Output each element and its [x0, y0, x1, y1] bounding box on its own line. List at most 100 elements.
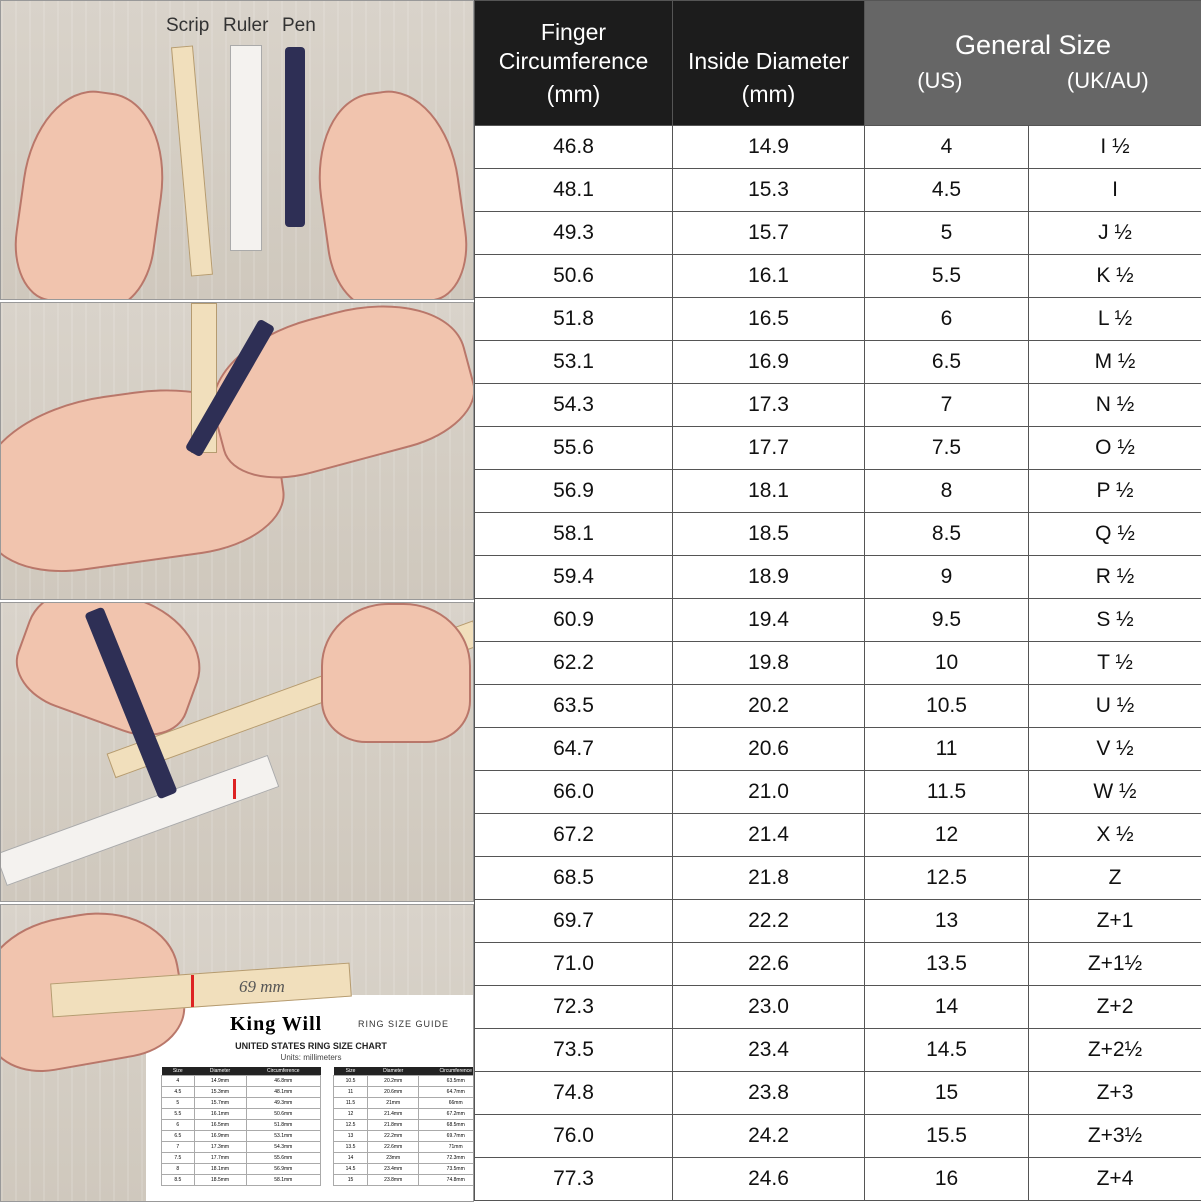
mini-cell: 48.1mm — [245, 1086, 322, 1098]
us-size-cell: 9 — [864, 555, 1029, 599]
mini-row: 13.5 22.6mm 71mm — [332, 1141, 473, 1153]
us-size-cell: 10 — [864, 641, 1029, 685]
mini-cell: 13 — [332, 1130, 369, 1142]
table-row: 54.3 17.3 7 N ½ — [474, 383, 1201, 427]
table-row: 50.6 16.1 5.5 K ½ — [474, 254, 1201, 298]
mini-cell: 15.3mm — [193, 1086, 247, 1098]
us-size-cell: 11 — [864, 727, 1029, 771]
uk-au-size-cell: J ½ — [1028, 211, 1201, 255]
ring-size-table: Finger Circumference (mm) Inside Diameter (… — [474, 0, 1201, 1201]
header-text: General Size — [954, 30, 1112, 60]
table-row: 60.9 19.4 9.5 S ½ — [474, 598, 1201, 642]
mini-cell: 11 — [332, 1086, 369, 1098]
us-size-cell: 9.5 — [864, 598, 1029, 642]
mini-header: Diameter — [194, 1067, 247, 1076]
table-row: 53.1 16.9 6.5 M ½ — [474, 340, 1201, 384]
mini-cell: 8.5 — [161, 1174, 195, 1186]
table-row: 69.7 22.2 13 Z+1 — [474, 899, 1201, 943]
mini-cell: 71mm — [418, 1141, 473, 1153]
brand-logo: King Will — [230, 1013, 323, 1035]
mini-row: 6.5 16.9mm 53.1mm — [161, 1130, 322, 1142]
circumference-cell: 77.3 — [474, 1157, 673, 1201]
mini-cell: 11.5 — [332, 1097, 369, 1109]
circumference-cell: 54.3 — [474, 383, 673, 427]
step3-measure-panel — [0, 602, 474, 902]
circumference-cell: 60.9 — [474, 598, 673, 642]
mini-row: 10.5 20.2mm 63.5mm — [332, 1075, 473, 1087]
circumference-cell: 58.1 — [474, 512, 673, 556]
uk-au-size-cell: Z+1½ — [1028, 942, 1201, 986]
mini-cell: 12.5 — [332, 1119, 369, 1131]
mini-row: 12 21.4mm 67.2mm — [332, 1108, 473, 1120]
mini-header: Diameter — [367, 1067, 419, 1076]
us-size-cell: 16 — [864, 1157, 1029, 1201]
us-size-cell: 12 — [864, 813, 1029, 857]
mini-cell: 6 — [161, 1119, 195, 1131]
mini-row: 11 20.6mm 64.7mm — [332, 1086, 473, 1098]
mini-cell: 53.1mm — [245, 1130, 322, 1142]
mini-cell: 21.8mm — [367, 1119, 420, 1131]
pen-icon — [285, 47, 305, 227]
diameter-cell: 23.4 — [672, 1028, 865, 1072]
mini-cell: 64.7mm — [418, 1086, 473, 1098]
diameter-cell: 17.7 — [672, 426, 865, 470]
uk-au-size-cell: L ½ — [1028, 297, 1201, 341]
diameter-cell: 18.9 — [672, 555, 865, 599]
mini-row: 8 18.1mm 56.9mm — [161, 1163, 322, 1175]
mini-cell: 69.7mm — [418, 1130, 473, 1142]
header-text: Inside Diameter — [687, 47, 850, 74]
mini-header-row: Size Diameter Circumference — [161, 1067, 321, 1076]
mini-row: 14.5 23.4mm 73.5mm — [332, 1163, 473, 1175]
ring-size-guide-card: King Will RING SIZE GUIDE UNITED STATES … — [146, 995, 473, 1201]
header-unit: (mm) — [546, 80, 601, 107]
table-row: 72.3 23.0 14 Z+2 — [474, 985, 1201, 1029]
table-row: 55.6 17.7 7.5 O ½ — [474, 426, 1201, 470]
us-size-cell: 8 — [864, 469, 1029, 513]
mini-row: 4 14.9mm 46.8mm — [161, 1075, 322, 1087]
mini-cell: 18.1mm — [193, 1163, 247, 1175]
mini-cell: 10.5 — [332, 1075, 369, 1087]
circumference-cell: 63.5 — [474, 684, 673, 728]
table-row: 66.0 21.0 11.5 W ½ — [474, 770, 1201, 814]
mini-cell: 14.9mm — [193, 1075, 247, 1087]
table-row: 48.1 15.3 4.5 I — [474, 168, 1201, 212]
us-size-cell: 13.5 — [864, 942, 1029, 986]
diameter-cell: 16.9 — [672, 340, 865, 384]
us-size-cell: 10.5 — [864, 684, 1029, 728]
red-mark — [191, 975, 194, 1007]
table-row: 77.3 24.6 16 Z+4 — [474, 1157, 1201, 1201]
diameter-cell: 24.2 — [672, 1114, 865, 1158]
circumference-cell: 67.2 — [474, 813, 673, 857]
mini-cell: 5 — [161, 1097, 195, 1109]
diameter-cell: 24.6 — [672, 1157, 865, 1201]
mini-cell: 15 — [332, 1174, 369, 1186]
uk-au-size-cell: Z+3 — [1028, 1071, 1201, 1115]
table-row: 76.0 24.2 15.5 Z+3½ — [474, 1114, 1201, 1158]
us-size-cell: 5.5 — [864, 254, 1029, 298]
diameter-cell: 15.7 — [672, 211, 865, 255]
circumference-cell: 64.7 — [474, 727, 673, 771]
mini-cell: 54.3mm — [245, 1141, 322, 1153]
mini-cell: 20.2mm — [367, 1075, 420, 1087]
header-unit: (mm) — [741, 80, 796, 107]
mini-cell: 12 — [332, 1108, 369, 1120]
circumference-cell: 68.5 — [474, 856, 673, 900]
header-diameter: Inside Diameter (mm) — [672, 0, 865, 126]
uk-au-size-cell: V ½ — [1028, 727, 1201, 771]
uk-au-size-cell: Z — [1028, 856, 1201, 900]
mini-cell: 72.3mm — [418, 1152, 473, 1164]
mini-cell: 68.5mm — [418, 1119, 473, 1131]
us-size-cell: 4 — [864, 125, 1029, 169]
mini-cell: 22.6mm — [367, 1141, 420, 1153]
header-text: Finger — [540, 18, 607, 45]
mini-cell: 67.2mm — [418, 1108, 473, 1120]
guide-title: RING SIZE GUIDE — [358, 1019, 450, 1029]
mini-header: Size — [161, 1067, 195, 1076]
circumference-cell: 74.8 — [474, 1071, 673, 1115]
mini-cell: 4 — [161, 1075, 195, 1087]
circumference-cell: 59.4 — [474, 555, 673, 599]
guide-subtitle: UNITED STATES RING SIZE CHART — [235, 1041, 387, 1051]
table-row: 56.9 18.1 8 P ½ — [474, 469, 1201, 513]
guide-mini-table-right: Size Diameter Circumference 10.5 20.2mm 63.5m… — [332, 1067, 473, 1186]
mini-cell: 21mm — [367, 1097, 420, 1109]
